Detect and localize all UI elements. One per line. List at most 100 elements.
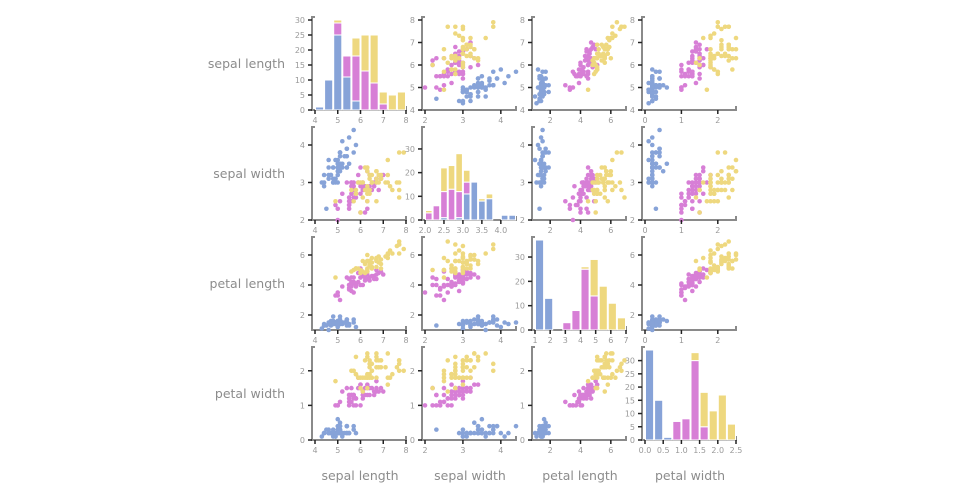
point-versicolor <box>584 206 589 212</box>
point-setosa <box>456 98 462 104</box>
point-virginica <box>590 187 595 193</box>
point-versicolor <box>456 278 462 283</box>
point-setosa <box>646 326 651 331</box>
point-versicolor <box>585 210 591 215</box>
hist-bar-virginica <box>447 165 456 190</box>
point-setosa <box>456 430 462 436</box>
point-virginica <box>441 375 447 380</box>
row-label-petal-width: petal width <box>215 386 285 401</box>
point-versicolor <box>690 69 695 75</box>
point-setosa <box>471 430 477 436</box>
point-setosa <box>513 423 519 429</box>
point-setosa <box>344 423 350 429</box>
row-label-sepal-length: sepal length <box>208 56 285 71</box>
point-virginica <box>605 35 611 41</box>
panel-sepal-width-vs-sepal-length-x-tick-label: 6 <box>358 226 363 235</box>
hist-bar-virginica <box>478 198 486 202</box>
point-setosa <box>434 96 439 102</box>
point-virginica <box>365 198 370 204</box>
panel-sepal-width-vs-sepal-width-y-tick-label: 0 <box>410 216 415 225</box>
point-versicolor <box>693 172 699 178</box>
panel-sepal-length-vs-sepal-width-x-tick-label: 4 <box>498 116 503 125</box>
point-versicolor <box>371 392 377 398</box>
point-virginica <box>456 258 462 264</box>
hist-bar-virginica <box>726 423 737 441</box>
point-versicolor <box>434 55 439 61</box>
point-versicolor <box>567 206 573 212</box>
point-versicolor <box>690 183 695 189</box>
point-virginica <box>460 24 466 30</box>
point-virginica <box>475 261 481 267</box>
point-virginica <box>390 187 395 193</box>
point-setosa <box>344 146 350 152</box>
point-virginica <box>700 180 706 185</box>
panel-petal-width-vs-sepal-width-y-tick-label: 0 <box>410 436 415 445</box>
panel-sepal-length-vs-sepal-width: 2 3 4 4 5 6 7 8 <box>410 16 519 125</box>
point-virginica <box>719 26 724 32</box>
hist-bar-virginica <box>462 169 471 183</box>
point-virginica <box>441 87 447 93</box>
point-versicolor <box>579 187 585 193</box>
point-versicolor <box>679 293 684 298</box>
point-virginica <box>471 252 477 258</box>
panel-petal-width-vs-sepal-width-x-tick-label: 3 <box>460 446 465 455</box>
hist-bar-setosa <box>645 349 655 441</box>
point-virginica <box>374 198 379 204</box>
point-virginica <box>719 261 724 267</box>
panel-sepal-width-vs-petal-width-y-tick-label: 3 <box>630 179 635 188</box>
point-virginica <box>715 242 721 247</box>
point-versicolor <box>690 191 695 197</box>
point-virginica <box>730 258 735 264</box>
point-setosa <box>653 89 659 95</box>
point-virginica <box>719 46 724 52</box>
point-virginica <box>464 354 470 360</box>
point-setosa <box>321 323 327 328</box>
point-setosa <box>653 96 659 102</box>
panel-sepal-length-vs-petal-length-x-tick-label: 2 <box>548 116 553 125</box>
point-setosa <box>653 161 659 167</box>
panel-petal-width-vs-sepal-length-x-tick-label: 6 <box>358 446 363 455</box>
point-versicolor <box>563 198 568 204</box>
point-virginica <box>617 365 623 370</box>
point-setosa <box>498 430 504 436</box>
point-versicolor <box>346 403 352 408</box>
panel-petal-width-vs-petal-width-x-tick-label: 1.0 <box>675 446 688 455</box>
point-versicolor <box>679 281 684 286</box>
point-virginica <box>464 53 470 59</box>
panel-sepal-width-vs-petal-length-y-tick-label: 4 <box>520 141 525 150</box>
point-virginica <box>358 270 363 276</box>
panel-petal-length-vs-petal-length-y-tick-label: 10 <box>515 302 525 311</box>
point-virginica <box>475 354 481 360</box>
point-virginica <box>490 368 496 374</box>
point-virginica <box>367 358 372 363</box>
point-virginica <box>613 375 618 380</box>
panel-petal-width-vs-petal-width-y-tick-label: 0 <box>630 436 635 445</box>
hist-bar-versicolor <box>351 55 361 102</box>
point-setosa <box>337 153 343 159</box>
point-versicolor <box>337 297 343 303</box>
point-versicolor <box>434 73 439 79</box>
point-versicolor <box>449 382 454 387</box>
point-virginica <box>610 31 615 36</box>
hist-bar-virginica <box>455 153 463 193</box>
point-setosa <box>649 67 655 72</box>
panel-sepal-length-vs-petal-width: 0 1 2 4 5 6 7 8 <box>630 16 739 125</box>
point-setosa <box>490 69 496 75</box>
point-setosa <box>543 420 548 425</box>
hist-bar-virginica <box>708 410 718 441</box>
panel-sepal-length-vs-petal-length-x-tick-label: 4 <box>578 116 583 125</box>
hist-bar-versicolor <box>378 103 388 111</box>
point-virginica <box>726 195 732 200</box>
point-setosa <box>653 180 659 185</box>
point-versicolor <box>693 273 699 279</box>
point-virginica <box>456 55 462 61</box>
point-setosa <box>330 180 336 185</box>
point-virginica <box>599 358 605 363</box>
point-virginica <box>726 53 732 59</box>
point-setosa <box>646 321 651 327</box>
point-virginica <box>603 351 609 356</box>
point-setosa <box>460 89 466 95</box>
point-setosa <box>506 321 511 327</box>
hist-bar-virginica <box>589 258 599 297</box>
point-setosa <box>513 320 519 325</box>
